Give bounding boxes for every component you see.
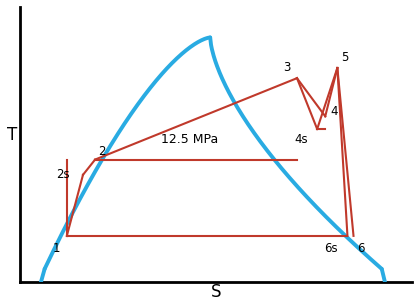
Text: 3: 3 — [283, 62, 290, 75]
Text: 2: 2 — [98, 145, 106, 158]
Text: 12.5 MPa: 12.5 MPa — [161, 132, 219, 146]
Text: 2s: 2s — [56, 168, 70, 181]
X-axis label: S: S — [211, 283, 222, 301]
Y-axis label: T: T — [7, 126, 17, 144]
Text: 4s: 4s — [294, 133, 308, 146]
Text: 4: 4 — [330, 105, 338, 118]
Text: 5: 5 — [341, 51, 348, 64]
Text: 1: 1 — [53, 242, 60, 255]
Text: 6: 6 — [357, 242, 365, 255]
Text: 6s: 6s — [324, 242, 337, 255]
